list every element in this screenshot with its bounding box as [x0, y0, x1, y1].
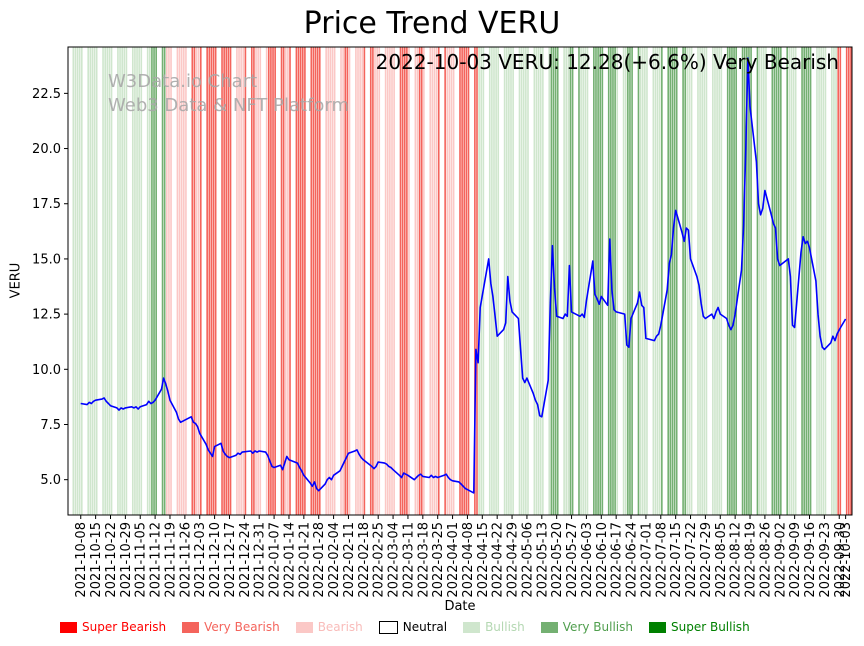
x-tick-label: 2021-11-19	[163, 522, 178, 598]
price-line-series	[80, 57, 847, 494]
x-tick-label: 2021-10-29	[119, 522, 134, 598]
x-tick-label: 2022-07-22	[684, 522, 699, 598]
y-tick-label: 22.5	[32, 87, 61, 102]
legend-swatch-super_bearish	[60, 621, 77, 633]
x-tick-label: 2022-01-21	[297, 522, 312, 598]
x-tick-label: 2022-02-25	[372, 522, 387, 598]
x-tick-label: 2021-12-17	[223, 522, 238, 598]
x-tick-label: 2021-12-31	[253, 522, 268, 598]
x-axis-label: Date	[444, 599, 476, 614]
x-tick-label: 2022-05-20	[550, 522, 565, 598]
legend-label-very_bearish: Very Bearish	[204, 620, 280, 634]
x-tick-label: 2021-11-26	[178, 522, 193, 598]
x-tick-label: 2022-05-13	[535, 522, 550, 598]
y-tick-label: 15.0	[32, 252, 61, 267]
x-tick-label: 2022-02-11	[342, 522, 357, 598]
x-tick-label: 2022-03-11	[401, 522, 416, 598]
x-tick-label: 2021-10-15	[89, 522, 104, 598]
x-tick-label: 2022-08-12	[729, 522, 744, 598]
x-tick-label: 2022-07-01	[639, 522, 654, 598]
x-tick-label: 2022-02-18	[357, 522, 372, 598]
legend-item-bullish: Bullish	[463, 620, 525, 634]
x-tick-label: 2021-12-03	[193, 522, 208, 598]
watermark-line1: W3Data.io Chart	[108, 71, 258, 92]
x-tick-label: 2022-01-28	[312, 522, 327, 598]
legend-label-neutral: Neutral	[402, 620, 448, 634]
x-tick-label: 2022-07-29	[699, 522, 714, 598]
y-tick-label: 5.0	[40, 473, 61, 488]
legend-swatch-very_bullish	[540, 621, 558, 633]
x-tick-label: 2022-06-17	[610, 522, 625, 598]
legend-item-neutral: Neutral	[378, 620, 448, 634]
y-axis-label: VERU	[8, 262, 24, 299]
axes: 2021-10-08 2021-10-15 2021-10-22 2021-10-29…	[32, 46, 854, 598]
x-tick-label: 2022-05-27	[565, 522, 580, 598]
legend-item-bearish: Bearish	[295, 620, 363, 634]
x-tick-label: 2022-02-04	[327, 522, 342, 598]
legend-label-bullish: Bullish	[485, 620, 525, 634]
x-tick-label: 2022-06-10	[595, 522, 610, 598]
x-tick-label: 2022-09-23	[818, 522, 833, 598]
chart-title: Price Trend VERU	[303, 6, 561, 41]
legend-swatch-neutral	[378, 620, 398, 634]
x-tick-label: 2022-04-29	[506, 522, 521, 598]
x-tick-label: 2021-10-08	[74, 522, 89, 598]
y-tick-label: 10.0	[32, 363, 61, 378]
x-tick-label: 2022-01-07	[268, 522, 283, 598]
legend-swatch-bearish	[295, 621, 313, 633]
x-tick-label: 2021-12-24	[238, 522, 253, 598]
legend-label-super_bullish: Super Bullish	[671, 620, 750, 634]
y-tick-label: 12.5	[32, 308, 61, 323]
x-tick-label: 2022-08-26	[758, 522, 773, 598]
legend-label-super_bearish: Super Bearish	[82, 620, 167, 634]
legend-swatch-bullish	[463, 621, 481, 633]
price-line	[80, 57, 847, 494]
x-tick-label: 2022-05-06	[520, 522, 535, 598]
x-tick-label: 2022-04-08	[461, 522, 476, 598]
watermark-line2: Web3 Data & NFT Platform	[108, 95, 350, 117]
x-tick-label: 2022-04-22	[491, 522, 506, 598]
x-tick-label: 2022-03-18	[416, 522, 431, 598]
x-tick-label: 2022-08-19	[744, 522, 759, 598]
x-tick-label: 2022-03-25	[431, 522, 446, 598]
legend-swatch-super_bullish	[649, 621, 666, 633]
x-tick-label: 2022-10-03	[839, 522, 854, 598]
legend-item-super_bullish: Super Bullish	[649, 620, 750, 634]
x-tick-label: 2021-11-05	[134, 522, 149, 598]
y-tick-label: 17.5	[32, 197, 61, 212]
legend-label-very_bullish: Very Bullish	[562, 620, 633, 634]
x-tick-label: 2022-07-15	[669, 522, 684, 598]
x-tick-label: 2022-08-05	[714, 522, 729, 598]
y-tick-label: 7.5	[40, 418, 61, 433]
x-tick-label: 2022-06-03	[580, 522, 595, 598]
x-tick-label: 2021-10-22	[104, 522, 119, 598]
watermark: W3Data.io Chart Web3 Data & NFT Platform	[108, 70, 349, 119]
x-tick-label: 2022-06-24	[625, 522, 640, 598]
x-tick-label: 2022-07-08	[654, 522, 669, 598]
x-tick-label: 2022-09-30	[833, 522, 848, 598]
legend-item-very_bearish: Very Bearish	[182, 620, 280, 634]
x-tick-label: 2021-11-12	[149, 522, 164, 598]
y-tick-label: 20.0	[32, 142, 61, 157]
x-tick-label: 2022-09-02	[773, 522, 788, 598]
x-tick-label: 2021-12-10	[208, 522, 223, 598]
x-tick-label: 2022-03-04	[387, 522, 402, 598]
legend-label-bearish: Bearish	[317, 620, 363, 634]
legend-item-very_bullish: Very Bullish	[540, 620, 633, 634]
legend-swatch-very_bearish	[182, 621, 200, 633]
legend: Super Bearish Very Bearish Bearish Neutral B…	[60, 620, 750, 634]
latest-price-annotation: 2022-10-03 VERU: 12.28(+6.6%) Very Beari…	[375, 50, 839, 74]
x-tick-label: 2022-09-16	[803, 522, 818, 598]
x-tick-label: 2022-04-01	[446, 522, 461, 598]
x-tick-label: 2022-01-14	[282, 522, 297, 598]
x-tick-label: 2022-04-15	[476, 522, 491, 598]
legend-item-super_bearish: Super Bearish	[60, 620, 166, 634]
x-tick-label: 2022-09-09	[788, 522, 803, 598]
